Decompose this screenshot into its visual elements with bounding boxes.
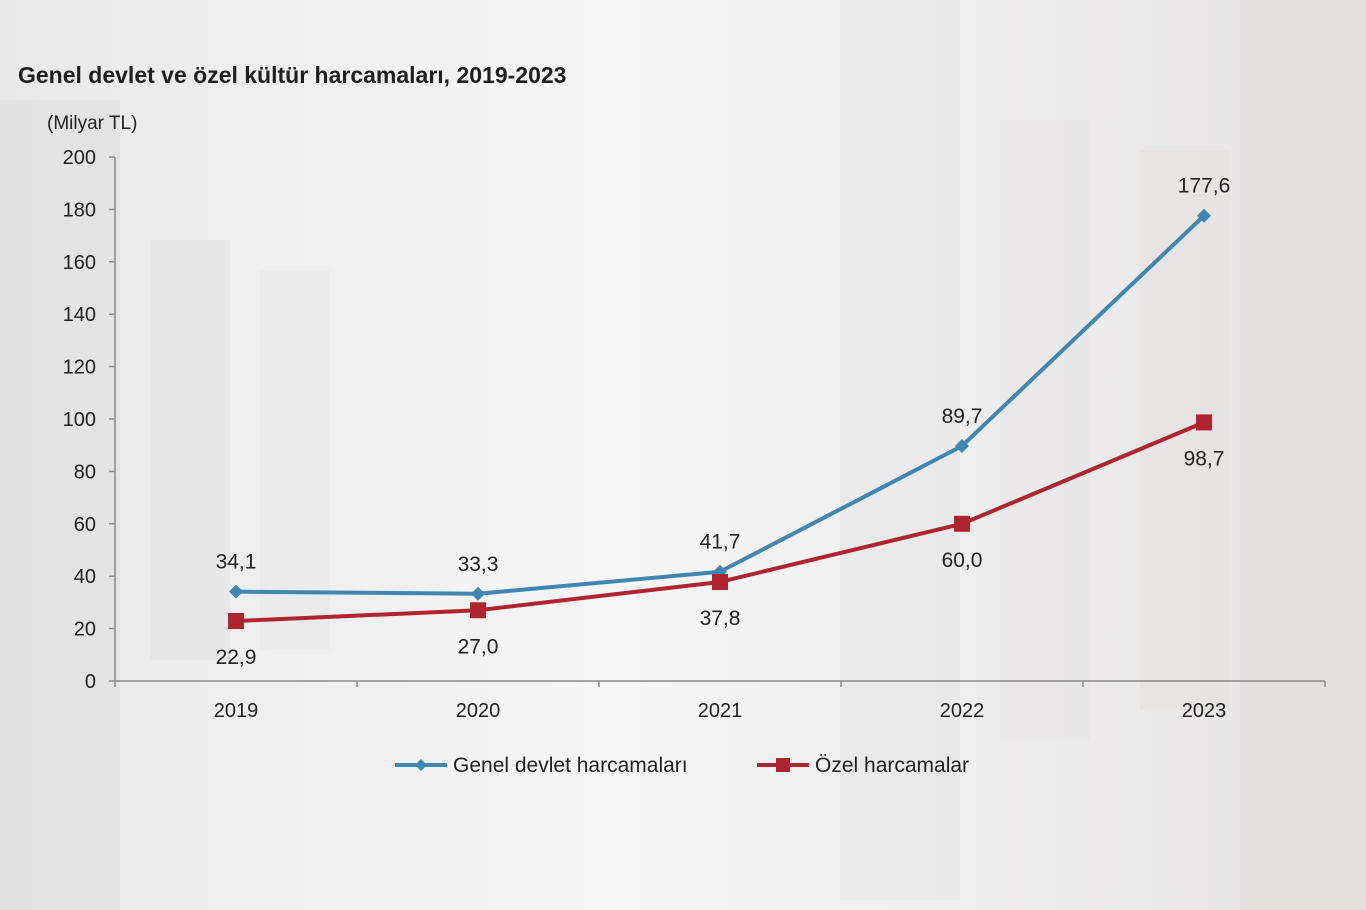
x-tick-label: 2021 <box>698 700 743 722</box>
shelf-block <box>1240 0 1366 910</box>
series-1 <box>229 208 1211 601</box>
legend-marker <box>776 758 790 772</box>
y-tick-label: 40 <box>74 566 96 588</box>
y-tick-label: 20 <box>74 619 96 641</box>
y-tick-labels: 0 20 40 60 80 100 120 140 160 180 200 <box>63 147 96 693</box>
x-tick-labels: 2019 2020 2021 2022 2023 <box>214 700 1227 722</box>
y-tick-label: 120 <box>63 357 96 379</box>
data-label: 98,7 <box>1184 447 1225 470</box>
point-marker <box>470 602 486 619</box>
point-marker <box>229 584 243 599</box>
y-tick-label: 140 <box>63 304 96 326</box>
y-tick-label: 60 <box>74 514 96 536</box>
shelf-block <box>0 100 120 910</box>
legend-item: Özel harcamalar <box>757 754 969 777</box>
y-tick-label: 80 <box>74 461 96 483</box>
series-2 <box>228 414 1212 630</box>
axes <box>109 156 1326 687</box>
point-marker <box>471 586 485 601</box>
point-marker <box>1196 414 1212 431</box>
y-axis-unit-label: (Milyar TL) <box>47 113 137 134</box>
legend-item: Genel devlet harcamaları <box>395 754 688 777</box>
shelf-block <box>840 0 960 900</box>
chart-title: Genel devlet ve özel kültür harcamaları,… <box>18 62 566 88</box>
data-label: 89,7 <box>942 405 983 428</box>
y-tick-label: 0 <box>85 671 96 693</box>
shelf-block <box>1000 120 1090 740</box>
data-label: 177,6 <box>1178 175 1231 198</box>
x-tick-label: 2022 <box>940 700 985 722</box>
x-tick-label: 2019 <box>214 700 259 722</box>
point-marker <box>955 438 969 453</box>
point-marker <box>712 573 728 590</box>
y-tick-label: 100 <box>63 409 96 431</box>
point-marker <box>1197 208 1211 223</box>
data-label: 22,9 <box>216 646 257 669</box>
y-tick-label: 180 <box>63 199 96 221</box>
series-layer <box>228 208 1212 630</box>
legend-label: Özel harcamalar <box>815 754 969 777</box>
x-tick-label: 2023 <box>1182 700 1227 722</box>
x-tick-label: 2020 <box>456 700 501 722</box>
point-marker <box>228 613 244 630</box>
data-label: 34,1 <box>216 551 257 574</box>
data-labels: 34,1 33,3 41,7 89,7 177,6 22,9 27,0 37,8 60,0 98,… <box>216 175 1231 669</box>
legend: Genel devlet harcamaları Özel harcamalar <box>395 754 969 777</box>
shelf-block <box>150 240 230 660</box>
data-label: 60,0 <box>942 549 983 572</box>
y-tick-label: 200 <box>63 147 96 169</box>
point-marker <box>954 515 970 532</box>
data-label: 37,8 <box>700 607 741 630</box>
legend-marker <box>415 759 427 771</box>
data-label: 33,3 <box>458 553 499 576</box>
y-tick-label: 160 <box>63 252 96 274</box>
legend-label: Genel devlet harcamaları <box>453 754 688 777</box>
data-label: 27,0 <box>458 635 499 658</box>
shelf-block <box>260 270 330 650</box>
data-label: 41,7 <box>700 531 741 554</box>
